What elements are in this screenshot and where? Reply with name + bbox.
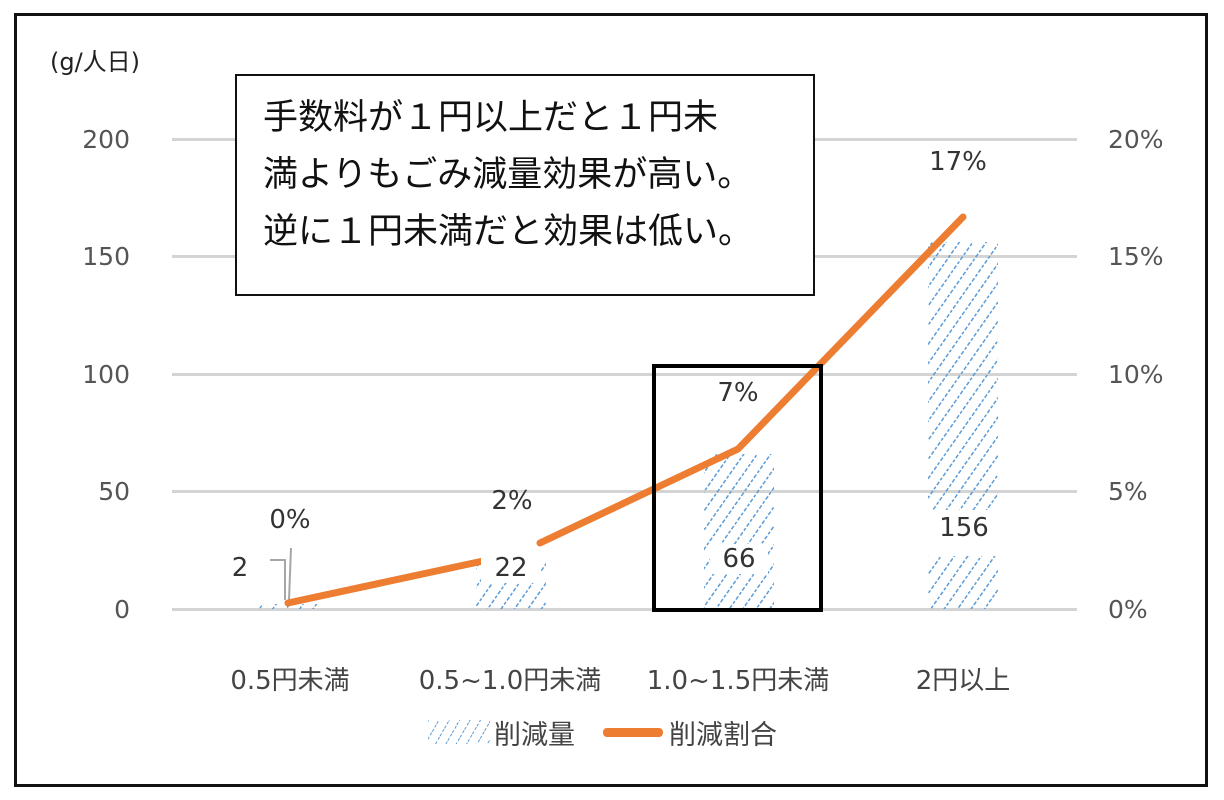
leader-line bbox=[270, 559, 286, 600]
y-tick-right: 5% bbox=[1108, 477, 1148, 506]
y-tick-left: 150 bbox=[82, 242, 130, 271]
y-tick-left: 50 bbox=[98, 477, 130, 506]
highlight-box bbox=[652, 364, 823, 612]
reduction-ratio-line bbox=[284, 557, 487, 607]
bar-label-1: 22 bbox=[481, 553, 541, 583]
bar-label-2: 66 bbox=[710, 544, 768, 574]
annotation-line: 満よりもごみ減量効果が高い。 bbox=[263, 155, 753, 195]
line-swatch-icon bbox=[603, 727, 663, 737]
y-tick-right: 15% bbox=[1108, 242, 1164, 271]
reduction-ratio-line bbox=[536, 213, 967, 547]
legend-bar-label: 削減量 bbox=[494, 719, 575, 751]
line-label-3: 17% bbox=[929, 147, 987, 177]
x-category-label: 0.5~1.0円未満 bbox=[418, 666, 602, 696]
legend-line-label: 削減割合 bbox=[669, 719, 777, 751]
annotation-line: 手数料が１円以上だと１円未 bbox=[263, 98, 719, 138]
legend: 削減量 削減割合 bbox=[428, 712, 777, 752]
y-tick-right: 10% bbox=[1108, 360, 1164, 389]
y-tick-right: 0% bbox=[1108, 595, 1148, 624]
line-label-0: 0% bbox=[269, 505, 311, 535]
gridline-0 bbox=[172, 608, 1077, 611]
bar-2 bbox=[704, 454, 774, 609]
gridline-100 bbox=[172, 373, 1077, 376]
x-category-label: 0.5円未満 bbox=[230, 666, 350, 696]
line-label-1: 2% bbox=[491, 486, 533, 516]
y-tick-left: 100 bbox=[82, 360, 130, 389]
annotation-line: 逆に１円未満だと効果は低い。 bbox=[263, 212, 754, 252]
hatch-swatch-icon bbox=[428, 720, 490, 744]
gridline-50 bbox=[172, 490, 1077, 493]
y-tick-left: 0 bbox=[114, 595, 130, 624]
y-tick-right: 20% bbox=[1108, 125, 1164, 154]
leader-line bbox=[288, 547, 292, 601]
bar-label-3: 156 bbox=[922, 510, 1006, 556]
x-category-label: 1.0~1.5円未満 bbox=[646, 666, 830, 696]
bar-label-0: 2 bbox=[231, 553, 249, 583]
y-tick-left: 200 bbox=[82, 125, 130, 154]
line-label-2: 7% bbox=[717, 378, 759, 408]
annotation-box: 手数料が１円以上だと１円未 満よりもごみ減量効果が高い。 逆に１円未満だと効果は… bbox=[235, 74, 815, 296]
y-axis-unit-label: (g/人日) bbox=[50, 48, 141, 76]
x-category-label: 2円以上 bbox=[915, 666, 1011, 696]
bar-0 bbox=[256, 604, 326, 609]
